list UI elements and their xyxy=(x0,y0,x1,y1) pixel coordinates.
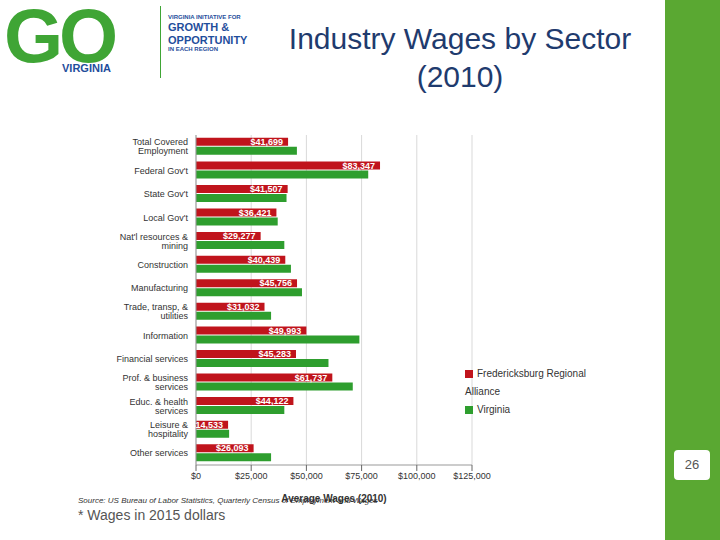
svg-text:Information: Information xyxy=(143,331,188,341)
html-text:OPPORTUNITY: OPPORTUNITY xyxy=(168,33,248,46)
svg-text:$45,283: $45,283 xyxy=(258,349,291,359)
svg-text:$40,439: $40,439 xyxy=(248,255,281,265)
html-text:Industry Wages by Sector: Industry Wages by Sector xyxy=(288,22,632,55)
svg-text:$125,000: $125,000 xyxy=(453,471,491,481)
svg-text:$0: $0 xyxy=(191,471,201,481)
svg-text:Financial services: Financial services xyxy=(116,354,188,364)
svg-text:$83,347: $83,347 xyxy=(342,161,375,171)
svg-text:Prof. & businessservices: Prof. & businessservices xyxy=(122,373,188,392)
html-text:GROWTH &: GROWTH & xyxy=(168,20,230,33)
svg-text:Federal Gov't: Federal Gov't xyxy=(134,166,188,176)
svg-text:$44,122: $44,122 xyxy=(256,396,289,406)
svg-text:Trade, transp, &utilities: Trade, transp, &utilities xyxy=(124,302,189,321)
html-text:VIRGINIA INITIATIVE FOR: VIRGINIA INITIATIVE FOR xyxy=(168,14,241,20)
svg-text:Local Gov't: Local Gov't xyxy=(143,213,188,223)
svg-text:$41,507: $41,507 xyxy=(250,184,283,194)
svg-text:Manufacturing: Manufacturing xyxy=(131,283,188,293)
html-text:Virginia: Virginia xyxy=(477,404,511,415)
svg-text:Other services: Other services xyxy=(130,448,189,458)
svg-text:Educ. & healthservices: Educ. & healthservices xyxy=(129,397,188,416)
html-text:Fredericksburg Regional Allian: Fredericksburg Regional Alliance xyxy=(465,368,586,397)
svg-text:$49,993: $49,993 xyxy=(269,326,302,336)
html-text:IN EACH REGION: IN EACH REGION xyxy=(168,46,218,53)
svg-text:$31,032: $31,032 xyxy=(227,302,260,312)
html-text:VIRGINIA: VIRGINIA xyxy=(62,62,111,74)
svg-text:$26,093: $26,093 xyxy=(216,443,249,453)
svg-text:Nat'l resources &mining: Nat'l resources &mining xyxy=(120,232,188,251)
html-text:* Wages in 2015 dollars: * Wages in 2015 dollars xyxy=(78,507,226,523)
svg-text:Leisure &hospitality: Leisure &hospitality xyxy=(148,420,189,439)
svg-text:$61,737: $61,737 xyxy=(295,373,328,383)
html-text:(2010): (2010) xyxy=(416,59,504,93)
svg-text:$100,000: $100,000 xyxy=(398,471,436,481)
svg-text:$45,756: $45,756 xyxy=(259,278,292,288)
svg-text:Total CoveredEmployment: Total CoveredEmployment xyxy=(132,137,188,156)
svg-text:Construction: Construction xyxy=(137,260,188,270)
html-text:Source: US Bureau of Labor Sta: Source: US Bureau of Labor Statistics, Q… xyxy=(78,496,378,505)
svg-text:$36,421: $36,421 xyxy=(239,208,272,218)
svg-text:$25,000: $25,000 xyxy=(235,471,268,481)
svg-text:$41,699: $41,699 xyxy=(251,137,284,147)
svg-text:State Gov't: State Gov't xyxy=(144,189,189,199)
svg-text:$14,533: $14,533 xyxy=(191,420,224,430)
html-text:26: 26 xyxy=(684,457,700,472)
svg-text:$75,000: $75,000 xyxy=(345,471,378,481)
svg-text:$29,277: $29,277 xyxy=(223,231,256,241)
svg-text:$50,000: $50,000 xyxy=(290,471,323,481)
